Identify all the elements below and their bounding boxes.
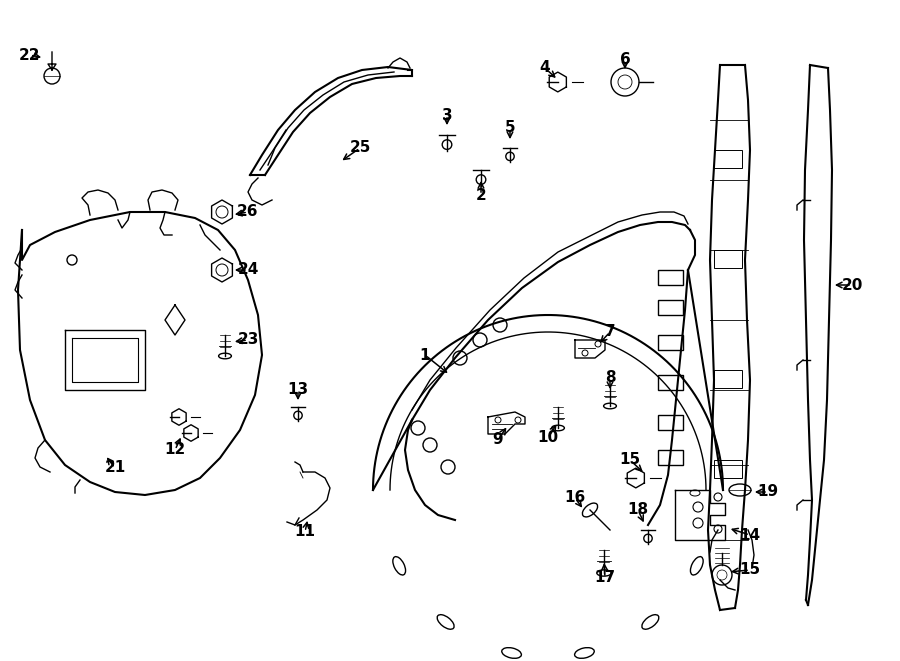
Text: 15: 15 <box>740 563 760 578</box>
Text: 12: 12 <box>165 442 185 457</box>
Text: 10: 10 <box>537 430 559 446</box>
Bar <box>658 300 683 315</box>
Text: 16: 16 <box>564 490 586 506</box>
Text: 11: 11 <box>294 524 316 539</box>
Text: 19: 19 <box>758 485 778 500</box>
Text: 21: 21 <box>104 461 126 475</box>
Text: 15: 15 <box>619 453 641 467</box>
Text: 1: 1 <box>419 348 430 362</box>
Bar <box>714 370 742 388</box>
Text: 7: 7 <box>605 325 616 340</box>
Text: 26: 26 <box>238 204 259 219</box>
Text: 3: 3 <box>442 108 453 122</box>
Bar <box>658 270 683 285</box>
Bar <box>714 460 742 478</box>
Text: 5: 5 <box>505 120 516 136</box>
Text: 14: 14 <box>740 527 760 543</box>
Text: 25: 25 <box>349 141 371 155</box>
Bar <box>658 450 683 465</box>
Text: 9: 9 <box>492 432 503 447</box>
Text: 18: 18 <box>627 502 649 518</box>
Text: 24: 24 <box>238 262 258 278</box>
Text: 17: 17 <box>594 570 616 586</box>
Bar <box>714 150 742 168</box>
Text: 8: 8 <box>605 371 616 385</box>
Text: 20: 20 <box>842 278 863 293</box>
Bar <box>658 335 683 350</box>
Text: 4: 4 <box>540 61 550 75</box>
Text: 22: 22 <box>19 48 40 63</box>
Text: 13: 13 <box>287 383 309 397</box>
Bar <box>658 375 683 390</box>
Text: 23: 23 <box>238 332 258 348</box>
Text: 6: 6 <box>619 52 630 67</box>
Bar <box>658 415 683 430</box>
Bar <box>714 250 742 268</box>
Text: 2: 2 <box>475 188 486 202</box>
